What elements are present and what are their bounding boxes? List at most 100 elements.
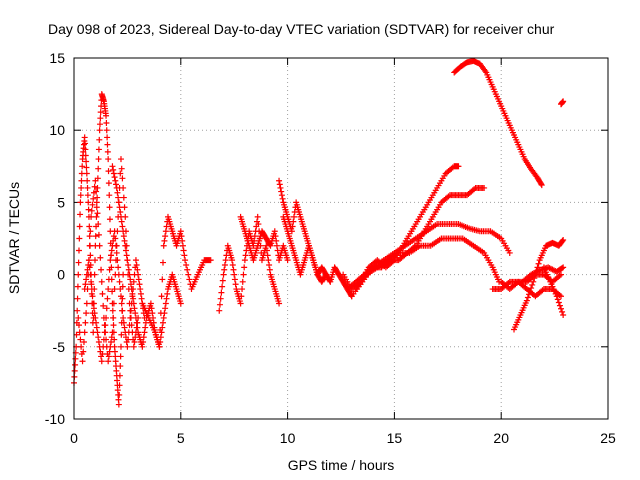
data-point-interp xyxy=(524,294,531,301)
data-point-interp xyxy=(125,336,132,343)
data-point-interp xyxy=(104,141,111,148)
data-point-interp xyxy=(158,293,165,300)
data-point xyxy=(92,177,99,184)
data-point xyxy=(560,98,567,105)
y-tick-label: 10 xyxy=(49,122,65,138)
data-point xyxy=(109,163,116,170)
data-point-interp xyxy=(84,192,91,199)
data-point-interp xyxy=(99,290,106,297)
data-point-interp xyxy=(72,355,79,362)
data-point-interp xyxy=(82,152,89,159)
data-point xyxy=(103,112,110,119)
data-point-interp xyxy=(221,261,228,268)
data-point-interp xyxy=(272,233,279,240)
data-point-interp xyxy=(92,233,99,240)
data-point-interp xyxy=(127,307,134,314)
data-point-interp xyxy=(104,148,111,155)
data-point-interp xyxy=(83,276,90,283)
data-point xyxy=(560,236,567,243)
data-point-interp xyxy=(87,228,94,235)
data-point xyxy=(538,182,545,189)
data-point-interp xyxy=(558,305,565,312)
data-point-interp xyxy=(149,310,156,317)
data-point-interp xyxy=(121,324,128,331)
data-point xyxy=(81,134,88,141)
data-point-interp xyxy=(163,295,170,302)
data-point-interp xyxy=(112,235,119,242)
data-point-interp xyxy=(114,257,121,264)
data-point-interp xyxy=(77,336,84,343)
series-sat-m xyxy=(352,235,503,293)
data-point-interp xyxy=(157,310,164,317)
data-point-interp xyxy=(93,324,100,331)
data-point-interp xyxy=(273,242,280,249)
series-sat-i xyxy=(280,213,330,285)
data-point-interp xyxy=(117,170,124,177)
data-point-interp xyxy=(72,361,79,368)
series-sat-t xyxy=(558,98,567,108)
data-point xyxy=(560,312,567,319)
data-point-interp xyxy=(181,252,188,259)
data-point-interp xyxy=(118,331,125,338)
data-point-interp xyxy=(216,301,223,308)
data-point-interp xyxy=(113,242,120,249)
data-point-interp xyxy=(109,307,116,314)
data-point-interp xyxy=(115,194,122,201)
series-sat-d xyxy=(109,163,184,350)
data-point-interp xyxy=(133,319,140,326)
data-point-interp xyxy=(138,295,145,302)
data-point-interp xyxy=(132,310,139,317)
data-point-interp xyxy=(106,348,113,355)
data-point-interp xyxy=(231,276,238,283)
y-tick-label: 0 xyxy=(57,267,65,283)
data-point-interp xyxy=(98,266,105,273)
data-point xyxy=(115,401,122,408)
data-point-interp xyxy=(232,281,239,288)
data-point-interp xyxy=(95,231,102,238)
data-point-interp xyxy=(276,181,283,188)
data-point-interp xyxy=(110,322,117,329)
data-point-interp xyxy=(322,272,329,279)
data-point-interp xyxy=(80,338,87,345)
data-point-interp xyxy=(124,257,131,264)
data-point xyxy=(220,271,227,278)
data-point-interp xyxy=(135,276,142,283)
y-tick-label: -10 xyxy=(45,411,65,427)
x-tick-label: 25 xyxy=(600,430,616,446)
data-point-interp xyxy=(79,163,86,170)
data-point-interp xyxy=(77,211,84,218)
data-point-interp xyxy=(279,195,286,202)
data-point-interp xyxy=(91,183,98,190)
data-point xyxy=(160,242,167,249)
data-point-interp xyxy=(291,213,298,220)
data-point-interp xyxy=(117,286,124,293)
data-point xyxy=(98,358,105,365)
data-point-interp xyxy=(118,300,125,307)
data-point-interp xyxy=(106,192,113,199)
data-point-interp xyxy=(118,165,125,172)
data-point-interp xyxy=(219,277,226,284)
x-tick-label: 5 xyxy=(177,430,185,446)
data-point-interp xyxy=(559,265,566,272)
data-point xyxy=(85,257,92,264)
data-point xyxy=(75,314,82,321)
data-point-interp xyxy=(130,295,137,302)
data-point-interp xyxy=(96,136,103,143)
data-point-interp xyxy=(93,319,100,326)
data-point-interp xyxy=(84,177,91,184)
data-point-interp xyxy=(110,314,117,321)
data-point-interp xyxy=(92,257,99,264)
data-point-interp xyxy=(264,252,271,259)
data-point xyxy=(241,257,248,264)
plot-frame xyxy=(73,57,609,420)
data-point-interp xyxy=(218,289,225,296)
data-point xyxy=(122,242,129,249)
data-point-interp xyxy=(117,353,124,360)
data-point-interp xyxy=(106,266,113,273)
data-point-interp xyxy=(241,264,248,271)
data-point-interp xyxy=(88,286,95,293)
data-point xyxy=(109,329,116,336)
data-point-interp xyxy=(131,338,138,345)
data-point-interp xyxy=(116,382,123,389)
data-point-interp xyxy=(277,184,284,191)
